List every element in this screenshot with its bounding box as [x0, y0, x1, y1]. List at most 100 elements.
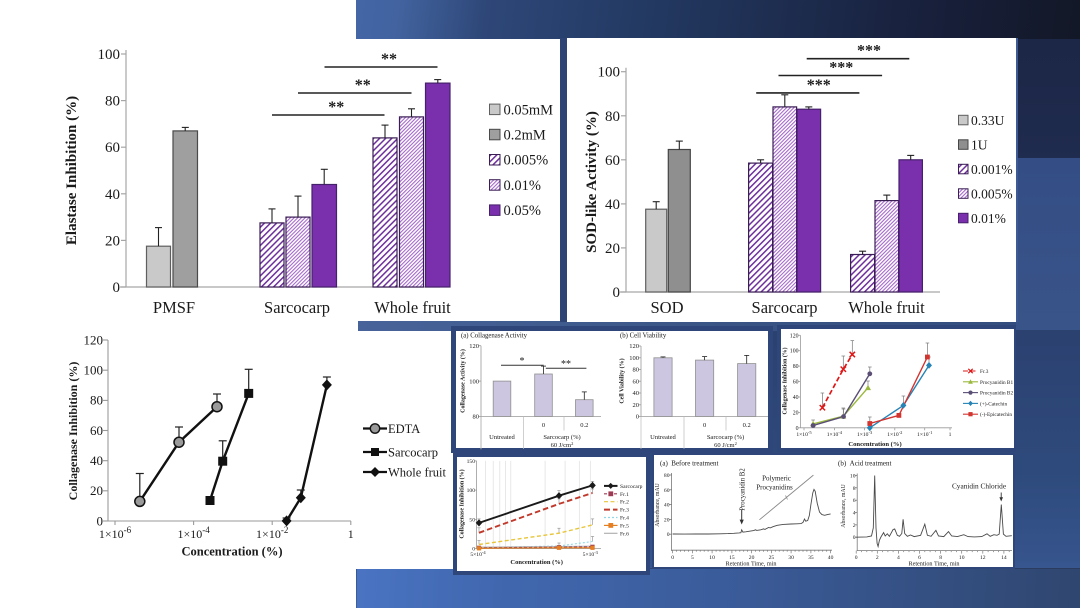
svg-text:Whole fruit: Whole fruit — [374, 298, 451, 317]
svg-text:80: 80 — [633, 367, 640, 374]
svg-text:Untreated: Untreated — [650, 434, 676, 441]
svg-text:100: 100 — [84, 363, 104, 378]
svg-text:Procyanidins: Procyanidins — [756, 484, 793, 492]
svg-text:0: 0 — [703, 422, 706, 429]
svg-text:(b) Acid treatment: (b) Acid treatment — [838, 460, 892, 468]
svg-text:120: 120 — [84, 332, 104, 347]
svg-text:Sarcocarp: Sarcocarp — [752, 298, 818, 317]
svg-text:6: 6 — [853, 498, 856, 504]
svg-text:Retention Time, min: Retention Time, min — [725, 561, 776, 568]
svg-text:8: 8 — [939, 555, 942, 561]
svg-text:SOD-like Activity (%): SOD-like Activity (%) — [584, 111, 600, 253]
svg-text:80: 80 — [473, 414, 480, 421]
svg-text:40: 40 — [664, 503, 670, 509]
svg-text:4: 4 — [853, 511, 856, 517]
svg-text:100: 100 — [467, 488, 476, 494]
svg-text:Sarcocarp (%): Sarcocarp (%) — [707, 434, 744, 441]
svg-text:1×10-4: 1×10-4 — [177, 525, 210, 541]
svg-text:***: *** — [857, 43, 881, 60]
svg-text:Procyanidin B2: Procyanidin B2 — [980, 391, 1013, 397]
svg-text:0: 0 — [472, 547, 475, 553]
svg-text:0.05%: 0.05% — [504, 203, 541, 219]
svg-text:50: 50 — [469, 517, 475, 523]
svg-text:Absorbance, mAU: Absorbance, mAU — [841, 483, 847, 527]
svg-text:0.05mM: 0.05mM — [504, 102, 554, 118]
svg-text:(b) Cell Viability: (b) Cell Viability — [620, 333, 667, 340]
svg-text:**: ** — [355, 77, 371, 94]
svg-text:Collagenase Inhibition (%): Collagenase Inhibition (%) — [459, 469, 466, 538]
svg-text:**: ** — [561, 359, 571, 370]
svg-text:1×10-3: 1×10-3 — [857, 430, 873, 438]
svg-text:80: 80 — [793, 364, 799, 370]
svg-text:15: 15 — [729, 555, 735, 561]
svg-text:60: 60 — [90, 423, 103, 438]
svg-text:80: 80 — [605, 109, 620, 125]
svg-text:60: 60 — [105, 140, 120, 156]
svg-text:Untreated: Untreated — [489, 434, 515, 441]
svg-text:0.001%: 0.001% — [971, 162, 1013, 177]
svg-text:Absorbance, mAU: Absorbance, mAU — [655, 482, 661, 526]
svg-text:(a) Collagenase Activity: (a) Collagenase Activity — [461, 333, 528, 340]
svg-text:60 J/cm2: 60 J/cm2 — [714, 441, 737, 449]
svg-text:Fr.4: Fr.4 — [620, 516, 629, 522]
svg-text:20: 20 — [793, 410, 799, 416]
svg-text:Procyanidin B1: Procyanidin B1 — [980, 380, 1013, 386]
svg-text:0.005%: 0.005% — [504, 153, 549, 169]
svg-text:10: 10 — [709, 555, 715, 561]
svg-text:20: 20 — [105, 233, 120, 249]
svg-text:1×10-5: 1×10-5 — [796, 430, 812, 438]
svg-text:0.01%: 0.01% — [971, 211, 1006, 226]
svg-text:60 J/cm2: 60 J/cm2 — [551, 441, 574, 449]
svg-text:Cyanidin Chloride: Cyanidin Chloride — [952, 482, 1006, 491]
svg-text:0: 0 — [855, 555, 858, 561]
svg-text:80: 80 — [90, 393, 103, 408]
svg-text:25: 25 — [769, 555, 775, 561]
svg-text:0: 0 — [97, 513, 104, 528]
svg-text:150: 150 — [467, 459, 476, 465]
svg-text:20: 20 — [90, 483, 103, 498]
svg-text:1: 1 — [348, 527, 354, 541]
svg-text:20: 20 — [633, 402, 640, 409]
svg-text:Concentration (%): Concentration (%) — [181, 545, 282, 559]
svg-text:Collagenase Inhibition (%): Collagenase Inhibition (%) — [782, 347, 789, 414]
svg-text:0.33U: 0.33U — [971, 113, 1005, 128]
svg-text:Elastase Inhibition (%): Elastase Inhibition (%) — [64, 96, 80, 245]
svg-text:Sarcocarp: Sarcocarp — [388, 446, 438, 460]
svg-text:0: 0 — [113, 280, 121, 296]
svg-text:Fr.3: Fr.3 — [980, 369, 989, 375]
svg-text:40: 40 — [633, 390, 640, 397]
svg-text:0.2: 0.2 — [580, 422, 588, 429]
svg-text:0.2mM: 0.2mM — [504, 128, 546, 144]
svg-text:20: 20 — [664, 517, 670, 523]
svg-text:60: 60 — [605, 153, 620, 169]
svg-text:**: ** — [328, 99, 344, 116]
svg-text:100: 100 — [629, 355, 639, 362]
svg-text:Fr.5: Fr.5 — [620, 523, 629, 529]
svg-text:30: 30 — [788, 555, 794, 561]
svg-text:4: 4 — [897, 555, 900, 561]
svg-text:12: 12 — [980, 555, 986, 561]
svg-text:5×10-4: 5×10-4 — [470, 550, 486, 558]
svg-text:40: 40 — [90, 453, 103, 468]
svg-text:Fr.6: Fr.6 — [620, 531, 629, 537]
svg-text:**: ** — [381, 51, 397, 68]
svg-text:Concentration (%): Concentration (%) — [848, 441, 901, 448]
svg-text:Fr.2: Fr.2 — [620, 500, 629, 506]
svg-text:1×10-2: 1×10-2 — [887, 430, 902, 438]
svg-text:40: 40 — [828, 555, 834, 561]
svg-text:1×10-6: 1×10-6 — [99, 525, 132, 541]
svg-text:SOD: SOD — [650, 298, 683, 317]
svg-text:0.005%: 0.005% — [971, 186, 1013, 201]
svg-text:40: 40 — [105, 187, 120, 203]
svg-text:20: 20 — [605, 241, 620, 257]
svg-text:20: 20 — [749, 555, 755, 561]
svg-text:Sarcocarp: Sarcocarp — [264, 298, 330, 317]
svg-text:Collagenase Activity (%): Collagenase Activity (%) — [460, 349, 467, 413]
svg-text:0: 0 — [636, 414, 639, 421]
svg-text:Retention Time, min: Retention Time, min — [908, 561, 959, 568]
svg-text:Collagenase Inhibition (%): Collagenase Inhibition (%) — [66, 362, 80, 501]
svg-text:60: 60 — [633, 378, 640, 385]
svg-text:35: 35 — [808, 555, 814, 561]
svg-text:Whole fruit: Whole fruit — [848, 298, 925, 317]
svg-text:6: 6 — [918, 555, 921, 561]
